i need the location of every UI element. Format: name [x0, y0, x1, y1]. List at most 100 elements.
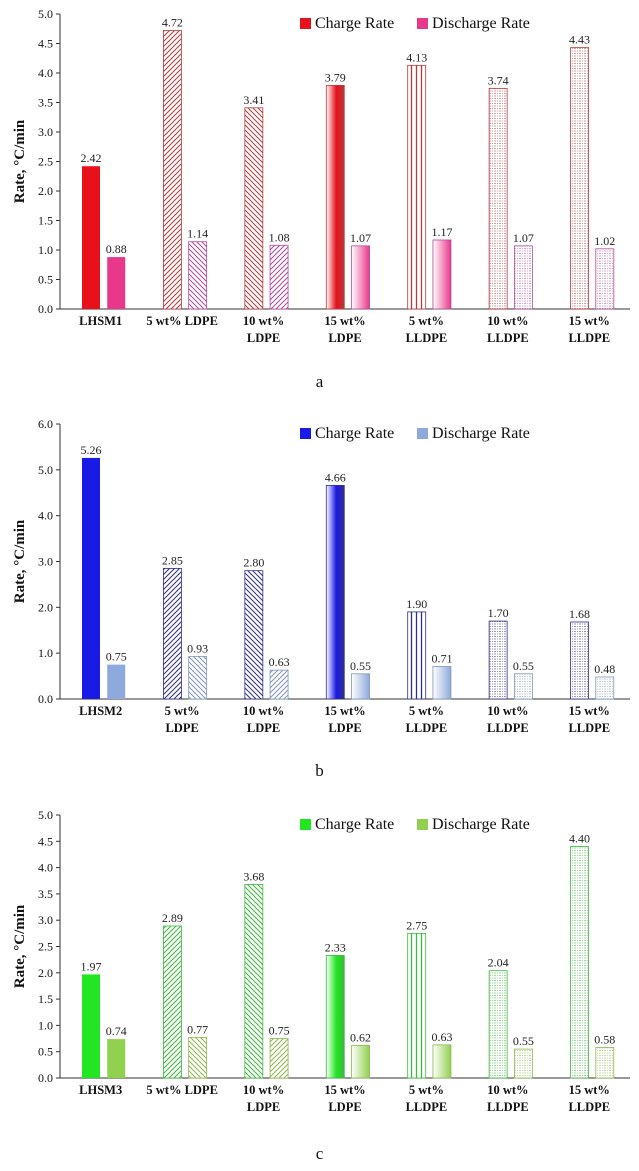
x-category-label: 15 wt% — [569, 704, 610, 718]
chart-panel-b: 0.0 1.0 2.0 3.0 4.0 5.0 6.0 Rate, °C/min 5.26 0.7… — [0, 393, 639, 784]
charge-value-label: 4.40 — [569, 832, 590, 846]
discharge-rate-bar — [351, 245, 370, 310]
charge-rate-bar — [325, 485, 345, 700]
x-category-label: 10 wt% — [487, 1083, 528, 1097]
x-category-label: LLDPE — [568, 331, 610, 345]
charge-value-label: 3.41 — [243, 93, 264, 107]
y-tick-label: 1.0 — [38, 243, 53, 257]
y-tick-label: 1.5 — [38, 992, 53, 1006]
discharge-rate-bar — [269, 1038, 289, 1079]
charge-value-label: 1.68 — [569, 607, 590, 621]
y-tick-label: 1.0 — [38, 646, 53, 660]
y-tick-label: 1.5 — [38, 214, 53, 228]
chart-panel-c: 0.0 0.5 1.0 1.5 2.0 2.5 3.0 3.5 4.0 4.5 5.0 Rate, °… — [0, 787, 639, 1171]
discharge-value-label: 1.07 — [513, 231, 534, 245]
charge-value-label: 3.74 — [488, 73, 509, 87]
charge-rate-bar — [244, 570, 264, 700]
x-category-label: LLDPE — [406, 721, 448, 735]
x-category-label: 5 wt% — [409, 314, 444, 328]
chart-a-caption: a — [315, 372, 324, 391]
y-tick-label: 2.5 — [38, 940, 53, 954]
discharge-rate-bar — [595, 1047, 615, 1079]
charge-rate-bar — [570, 846, 589, 1079]
legend-charge-label: Charge Rate — [315, 816, 394, 833]
x-category-label: LDPE — [328, 721, 361, 735]
legend-charge-label: Charge Rate — [315, 15, 394, 32]
y-tick-label: 5.0 — [38, 7, 53, 21]
discharge-value-label: 0.75 — [106, 650, 127, 664]
charge-rate-bar — [244, 107, 264, 310]
discharge-rate-bar — [188, 241, 208, 310]
charge-rate-bar — [81, 457, 100, 699]
x-category-label: 15 wt% — [324, 314, 365, 328]
y-tick-label: 2.0 — [38, 184, 53, 198]
y-tick-label: 3.0 — [38, 555, 53, 569]
discharge-rate-bar — [269, 244, 289, 310]
y-tick-label: 3.5 — [38, 887, 53, 901]
charge-rate-bar — [81, 166, 100, 309]
charge-value-label: 4.13 — [406, 50, 427, 64]
legend-charge-label: Charge Rate — [315, 425, 394, 442]
x-category-label: LHSM1 — [79, 314, 122, 328]
discharge-value-label: 1.14 — [187, 227, 208, 241]
charge-rate-bar — [407, 611, 427, 700]
x-category-label: LLDPE — [568, 721, 610, 735]
x-category-label: 5 wt% LDPE — [146, 314, 218, 328]
x-category-label: 10 wt% — [487, 704, 528, 718]
legend-discharge-swatch — [417, 819, 428, 830]
y-tick-label: 3.5 — [38, 96, 53, 110]
legend-discharge-swatch — [417, 428, 428, 439]
charge-rate-bar — [570, 621, 589, 700]
x-category-label: 15 wt% — [324, 704, 365, 718]
y-tick-label: 0.0 — [38, 1071, 53, 1085]
charge-rate-bar — [163, 567, 182, 700]
y-tick-label: 3.0 — [38, 913, 53, 927]
charge-value-label: 2.85 — [162, 553, 183, 567]
y-tick-label: 4.0 — [38, 509, 53, 523]
y-tick-label: 2.0 — [38, 966, 53, 980]
charge-value-label: 2.42 — [80, 151, 101, 165]
chart-b-caption: b — [315, 761, 324, 780]
x-category-label: LHSM2 — [79, 704, 122, 718]
discharge-rate-bar — [513, 673, 533, 700]
discharge-value-label: 0.74 — [106, 1024, 127, 1038]
x-category-label: 15 wt% — [324, 1083, 365, 1097]
charge-value-label: 4.43 — [569, 33, 590, 47]
discharge-rate-bar — [107, 1039, 126, 1078]
discharge-value-label: 0.71 — [431, 651, 452, 665]
charge-value-label: 2.89 — [162, 911, 183, 925]
charge-value-label: 4.66 — [325, 470, 346, 484]
x-category-label: LLDPE — [406, 1100, 448, 1114]
y-axis-title: Rate, °C/min — [12, 119, 28, 203]
discharge-value-label: 0.55 — [350, 659, 371, 673]
y-tick-label: 0.0 — [38, 692, 53, 706]
charge-rate-bar — [407, 64, 427, 310]
chart-c-svg: 0.0 0.5 1.0 1.5 2.0 2.5 3.0 3.5 4.0 4.5 5.0 Rate, °… — [12, 808, 630, 1114]
discharge-rate-bar — [513, 1048, 533, 1079]
discharge-rate-bar — [107, 257, 126, 309]
y-axis-title: Rate, °C/min — [12, 519, 28, 603]
x-category-label: LDPE — [328, 331, 361, 345]
x-category-label: 5 wt% LDPE — [146, 1083, 218, 1097]
discharge-value-label: 1.07 — [350, 231, 371, 245]
y-tick-label: 5.0 — [38, 463, 53, 477]
legend-discharge-label: Discharge Rate — [432, 15, 530, 32]
discharge-rate-bar — [107, 664, 126, 699]
y-tick-label: 5.0 — [38, 808, 53, 822]
charge-value-label: 2.80 — [243, 556, 264, 570]
discharge-rate-bar — [595, 676, 615, 700]
discharge-rate-bar — [513, 245, 533, 310]
charge-value-label: 1.70 — [488, 606, 509, 620]
discharge-value-label: 1.17 — [431, 225, 452, 239]
y-tick-label: 1.0 — [38, 1018, 53, 1032]
discharge-value-label: 0.58 — [594, 1032, 615, 1046]
x-category-label: 10 wt% — [243, 314, 284, 328]
discharge-rate-bar — [432, 1044, 452, 1079]
charge-value-label: 5.26 — [80, 443, 101, 457]
chart-c-caption: c — [315, 1144, 324, 1163]
charge-value-label: 3.79 — [325, 70, 346, 84]
discharge-value-label: 0.88 — [106, 242, 127, 256]
legend-charge-swatch — [300, 18, 311, 29]
charge-rate-bar — [163, 925, 182, 1079]
discharge-rate-bar — [351, 673, 370, 700]
